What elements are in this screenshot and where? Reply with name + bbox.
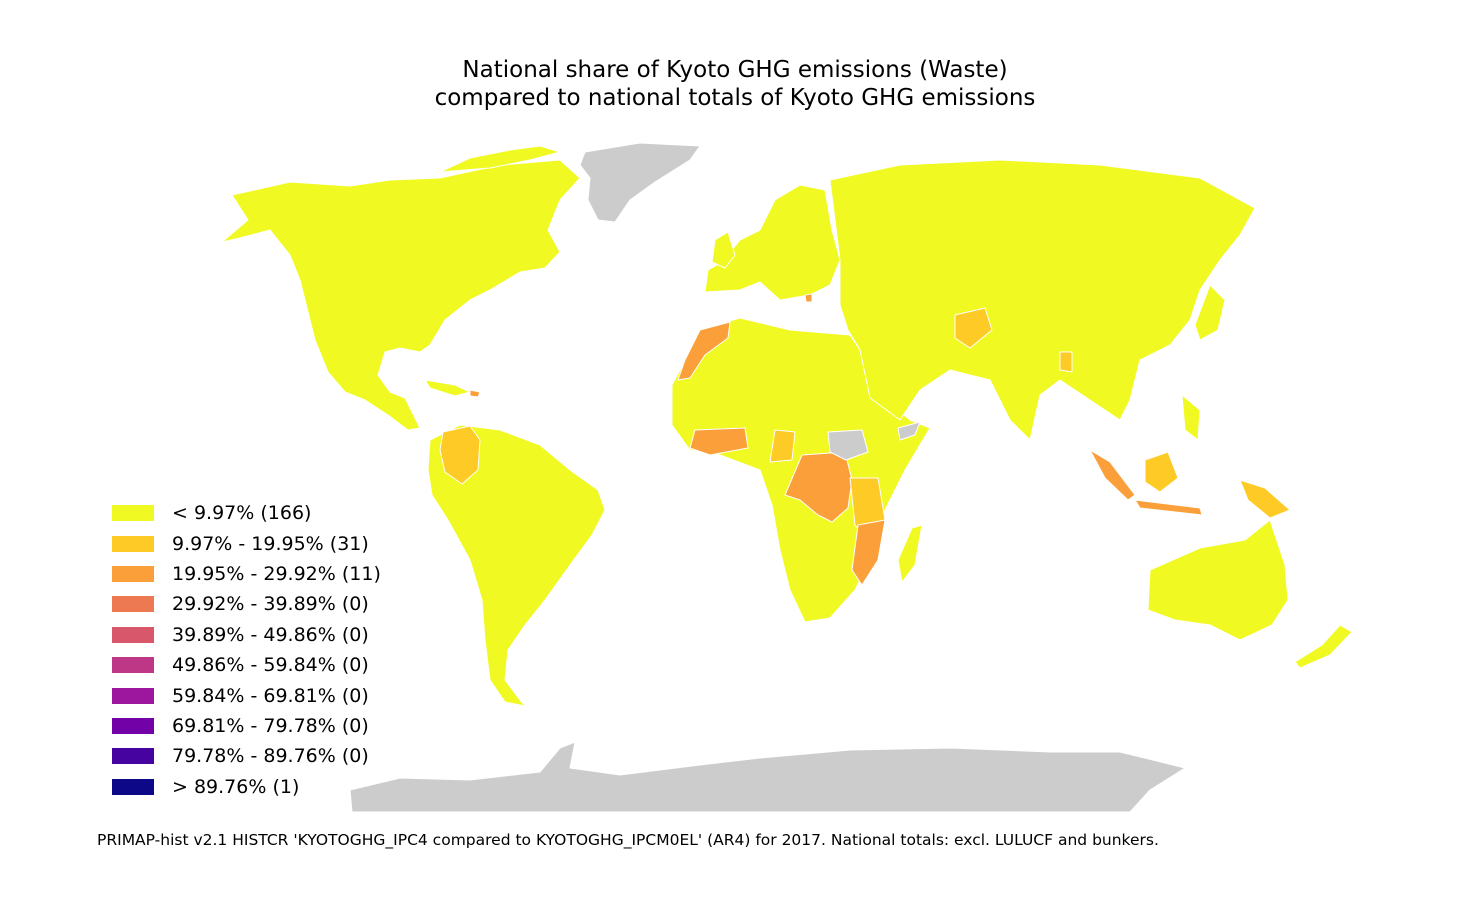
legend-swatch xyxy=(112,778,154,795)
legend-label: 19.95% - 29.92% (11) xyxy=(172,562,381,585)
legend-swatch xyxy=(112,748,154,765)
legend-label: 79.78% - 89.76% (0) xyxy=(172,745,369,768)
legend-item: 39.89% - 49.86% (0) xyxy=(112,620,381,650)
region-morocco xyxy=(677,321,731,381)
legend-item: 19.95% - 29.92% (11) xyxy=(112,559,381,589)
map-title: National share of Kyoto GHG emissions (W… xyxy=(0,56,1470,112)
region-madagascar xyxy=(897,524,923,583)
region-north-america xyxy=(221,159,581,431)
legend-swatch xyxy=(112,505,154,522)
source-footnote: PRIMAP-hist v2.1 HISTCR 'KYOTOGHG_IPC4 c… xyxy=(97,831,1159,849)
legend-label: > 89.76% (1) xyxy=(172,775,300,798)
region-asia xyxy=(829,159,1256,441)
legend-swatch xyxy=(112,565,154,582)
region-arctic-islands xyxy=(439,145,561,173)
legend-label: 49.86% - 59.84% (0) xyxy=(172,654,369,677)
region-haiti xyxy=(469,389,481,398)
region-south-america xyxy=(427,424,606,707)
region-australia xyxy=(1147,519,1289,641)
region-mozambique xyxy=(851,519,886,586)
region-new-guinea xyxy=(1239,479,1291,519)
region-west-africa xyxy=(689,427,749,456)
legend-item: 59.84% - 69.81% (0) xyxy=(112,680,381,710)
legend-label: 69.81% - 79.78% (0) xyxy=(172,714,369,737)
region-greenland xyxy=(579,142,701,223)
legend-label: 39.89% - 49.86% (0) xyxy=(172,623,369,646)
legend-label: 59.84% - 69.81% (0) xyxy=(172,684,369,707)
region-somalia xyxy=(897,421,921,441)
legend-swatch xyxy=(112,596,154,613)
region-caribbean xyxy=(424,379,471,397)
legend-swatch xyxy=(112,657,154,674)
region-uk xyxy=(711,231,736,269)
region-new-zealand xyxy=(1294,624,1353,669)
legend-item: < 9.97% (166) xyxy=(112,498,381,528)
legend-item: 69.81% - 79.78% (0) xyxy=(112,711,381,741)
legend: < 9.97% (166) 9.97% - 19.95% (31) 19.95%… xyxy=(112,498,381,802)
legend-item: 49.86% - 59.84% (0) xyxy=(112,650,381,680)
region-bangladesh xyxy=(1059,351,1073,373)
region-antarctica xyxy=(349,741,1186,813)
region-south-sudan xyxy=(827,429,869,461)
legend-item: 9.97% - 19.95% (31) xyxy=(112,528,381,558)
title-line-1: National share of Kyoto GHG emissions (W… xyxy=(462,57,1008,83)
region-borneo xyxy=(1144,451,1179,493)
legend-swatch xyxy=(112,717,154,734)
legend-item: 79.78% - 89.76% (0) xyxy=(112,741,381,771)
legend-item: > 89.76% (1) xyxy=(112,772,381,802)
region-indonesia-islands xyxy=(1134,499,1203,516)
region-japan xyxy=(1194,284,1226,341)
region-philippines xyxy=(1181,394,1201,441)
region-afghanistan xyxy=(954,307,993,349)
legend-label: 29.92% - 39.89% (0) xyxy=(172,593,369,616)
region-colombia xyxy=(439,425,481,485)
region-balkans xyxy=(804,293,813,303)
legend-swatch xyxy=(112,687,154,704)
region-dr-congo xyxy=(784,451,853,523)
legend-swatch xyxy=(112,626,154,643)
legend-label: < 9.97% (166) xyxy=(172,502,312,525)
legend-item: 29.92% - 39.89% (0) xyxy=(112,589,381,619)
legend-label: 9.97% - 19.95% (31) xyxy=(172,532,369,555)
region-sumatra xyxy=(1089,449,1136,501)
title-line-2: compared to national totals of Kyoto GHG… xyxy=(434,85,1036,111)
region-nigeria xyxy=(769,429,796,463)
legend-swatch xyxy=(112,535,154,552)
